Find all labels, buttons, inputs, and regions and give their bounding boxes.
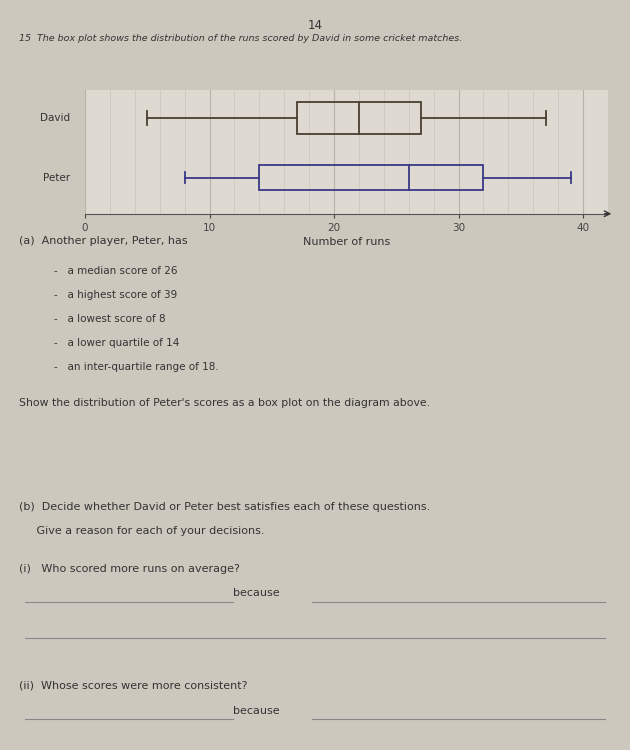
Text: because: because — [233, 589, 280, 598]
Text: because: because — [233, 706, 280, 716]
Text: David: David — [40, 112, 70, 123]
Text: -   a median score of 26: - a median score of 26 — [54, 266, 177, 276]
Text: Show the distribution of Peter's scores as a box plot on the diagram above.: Show the distribution of Peter's scores … — [19, 398, 430, 407]
Text: (i)   Who scored more runs on average?: (i) Who scored more runs on average? — [19, 564, 240, 574]
Bar — [297, 102, 421, 134]
X-axis label: Number of runs: Number of runs — [303, 237, 390, 247]
Text: 15  The box plot shows the distribution of the runs scored by David in some cric: 15 The box plot shows the distribution o… — [19, 34, 462, 43]
Text: (a)  Another player, Peter, has: (a) Another player, Peter, has — [19, 236, 188, 246]
Bar — [260, 166, 483, 190]
Text: -   an inter-quartile range of 18.: - an inter-quartile range of 18. — [54, 362, 219, 372]
Text: -   a highest score of 39: - a highest score of 39 — [54, 290, 177, 300]
Text: -   a lowest score of 8: - a lowest score of 8 — [54, 314, 165, 324]
Text: 14: 14 — [307, 19, 323, 32]
Text: (b)  Decide whether David or Peter best satisfies each of these questions.: (b) Decide whether David or Peter best s… — [19, 503, 430, 512]
Text: Give a reason for each of your decisions.: Give a reason for each of your decisions… — [19, 526, 265, 536]
Text: Peter: Peter — [43, 172, 70, 183]
Text: -   a lower quartile of 14: - a lower quartile of 14 — [54, 338, 179, 348]
Text: (ii)  Whose scores were more consistent?: (ii) Whose scores were more consistent? — [19, 681, 248, 691]
